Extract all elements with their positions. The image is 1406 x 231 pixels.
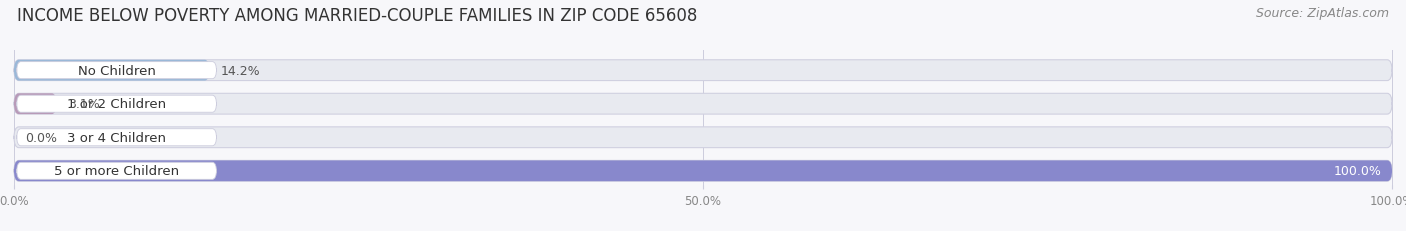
FancyBboxPatch shape	[17, 62, 217, 79]
Text: INCOME BELOW POVERTY AMONG MARRIED-COUPLE FAMILIES IN ZIP CODE 65608: INCOME BELOW POVERTY AMONG MARRIED-COUPL…	[17, 7, 697, 25]
Text: No Children: No Children	[77, 64, 156, 77]
FancyBboxPatch shape	[14, 161, 1392, 181]
FancyBboxPatch shape	[17, 129, 217, 146]
FancyBboxPatch shape	[17, 163, 217, 179]
Text: 5 or more Children: 5 or more Children	[53, 164, 179, 177]
FancyBboxPatch shape	[14, 94, 1392, 115]
Text: 100.0%: 100.0%	[1333, 164, 1381, 177]
Text: Source: ZipAtlas.com: Source: ZipAtlas.com	[1256, 7, 1389, 20]
Text: 3.1%: 3.1%	[67, 98, 100, 111]
Text: 1 or 2 Children: 1 or 2 Children	[67, 98, 166, 111]
Text: 0.0%: 0.0%	[25, 131, 58, 144]
FancyBboxPatch shape	[14, 161, 1392, 181]
Text: 3 or 4 Children: 3 or 4 Children	[67, 131, 166, 144]
FancyBboxPatch shape	[17, 96, 217, 113]
FancyBboxPatch shape	[14, 127, 1392, 148]
FancyBboxPatch shape	[14, 61, 209, 81]
Text: 14.2%: 14.2%	[221, 64, 260, 77]
FancyBboxPatch shape	[14, 94, 56, 115]
FancyBboxPatch shape	[14, 61, 1392, 81]
